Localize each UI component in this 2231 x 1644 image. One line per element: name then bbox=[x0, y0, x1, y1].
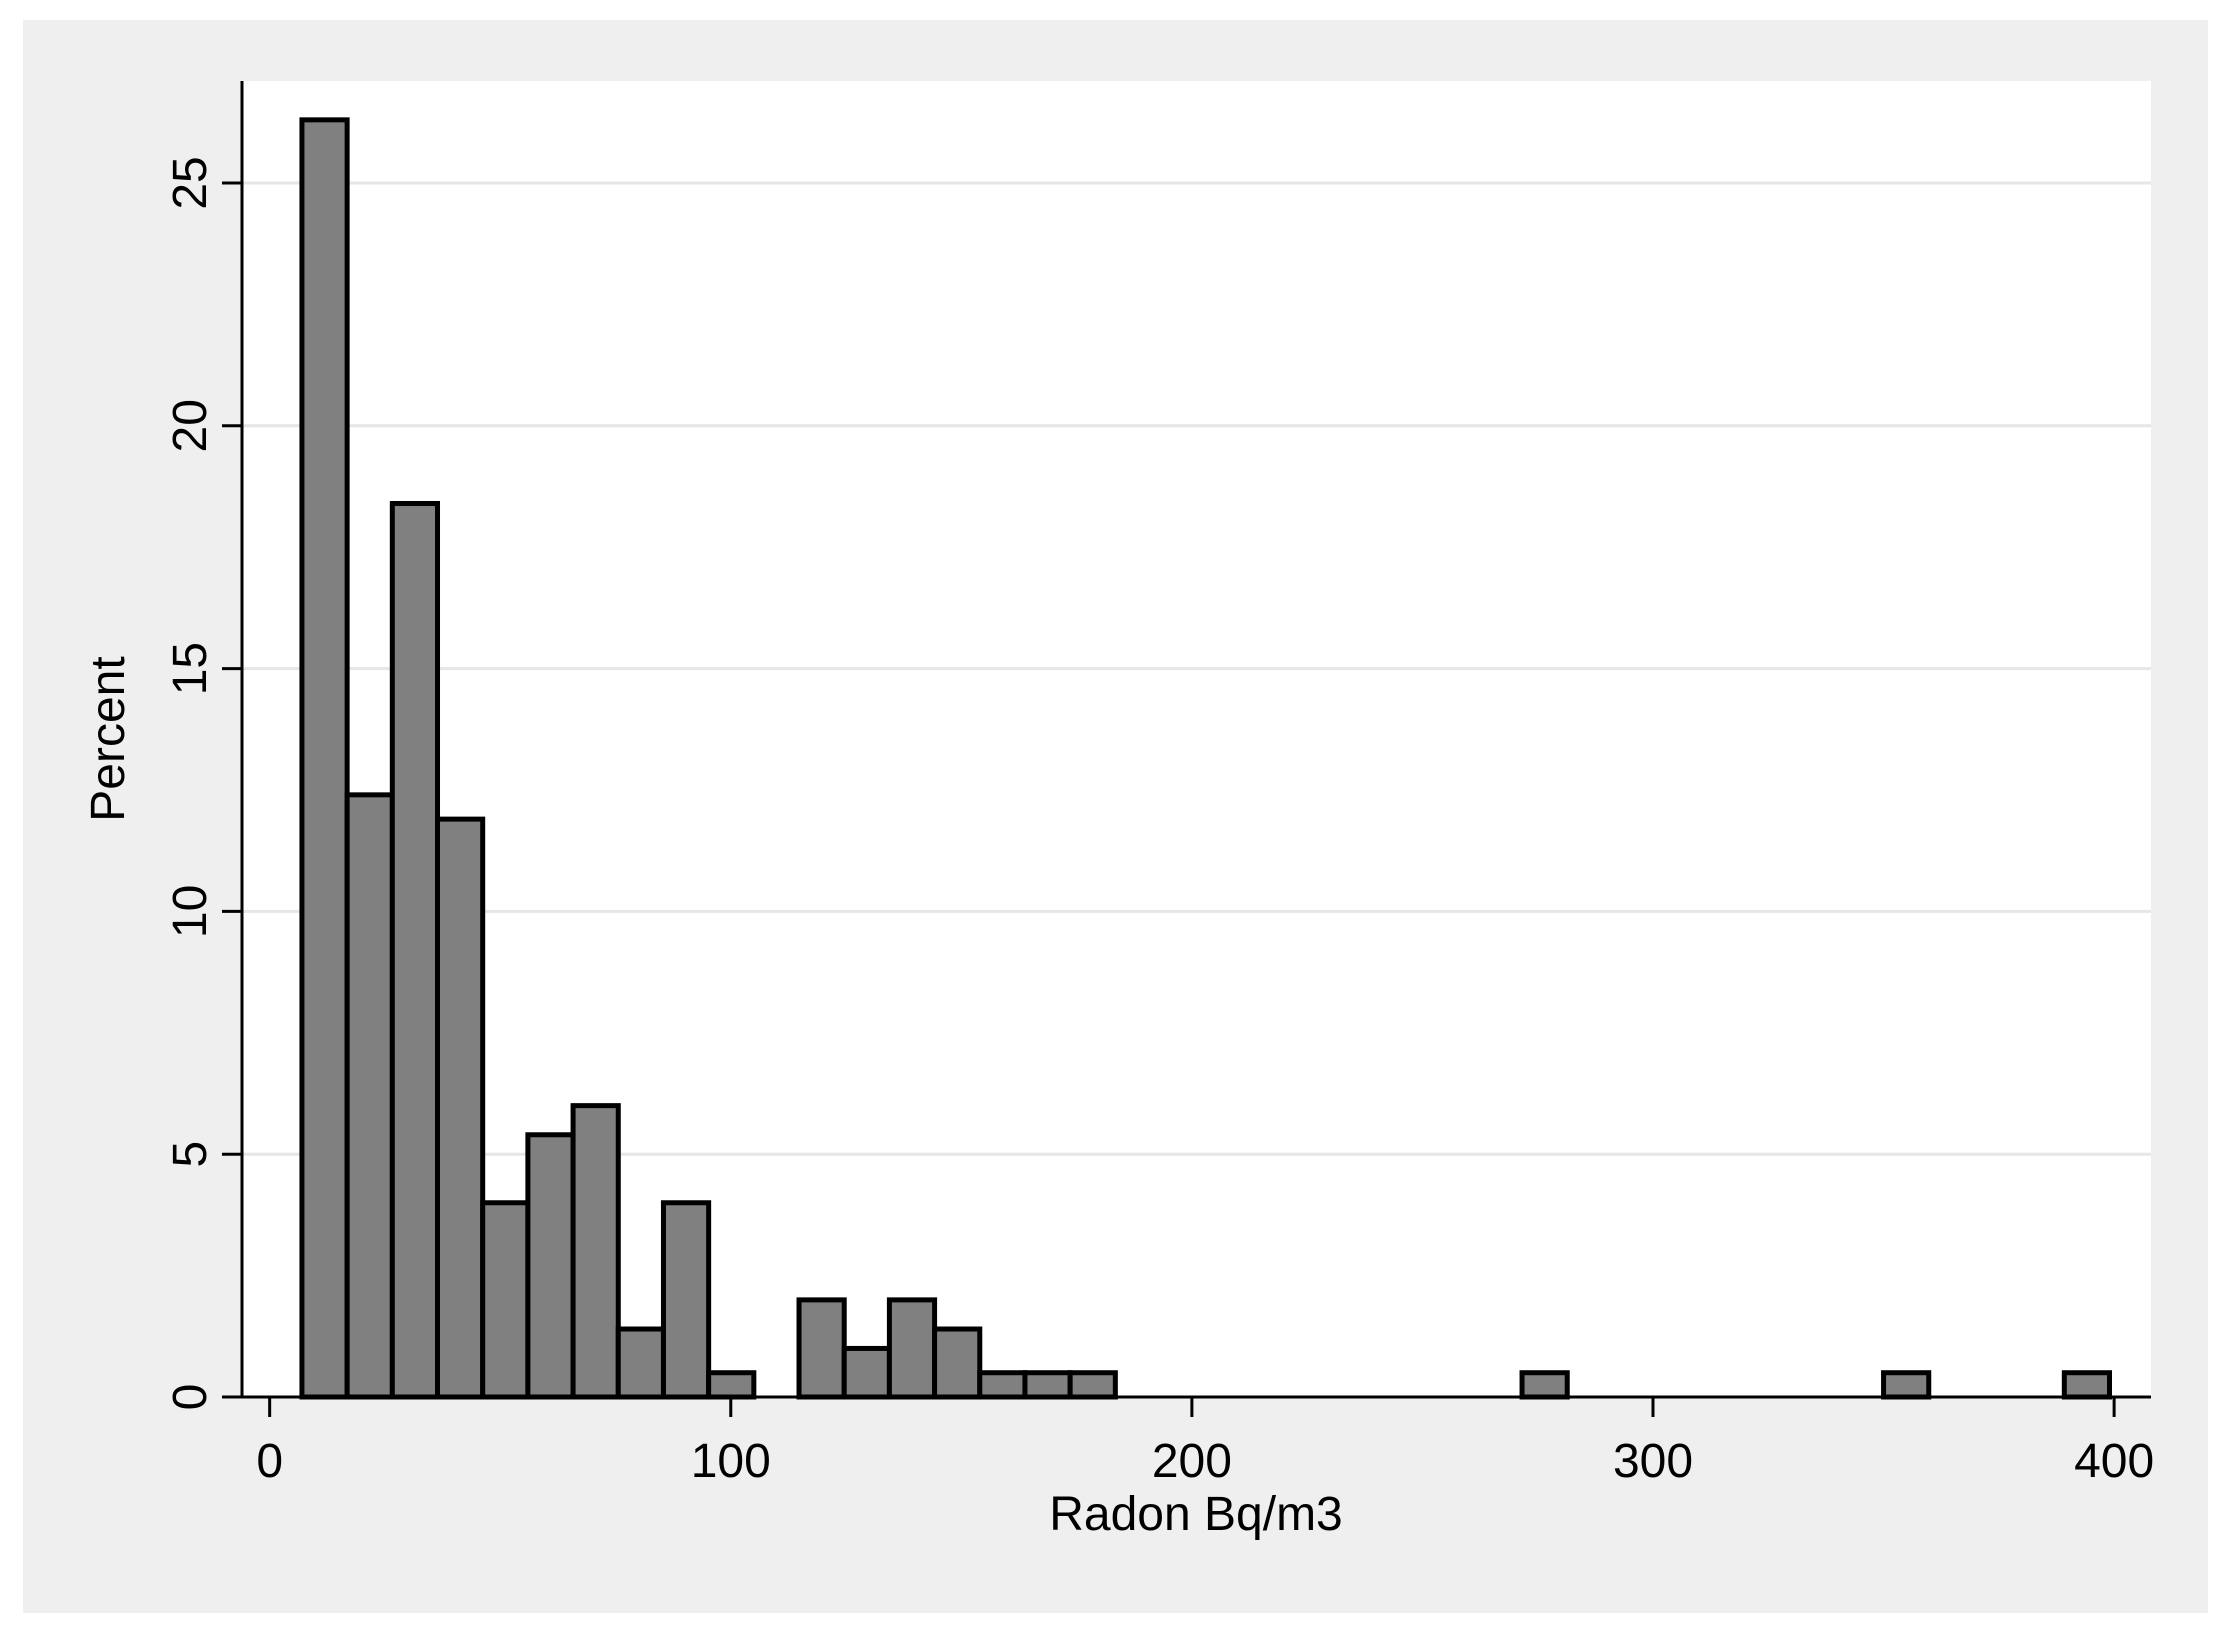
bar bbox=[435, 816, 486, 1400]
x-tick-label: 300 bbox=[1613, 1435, 1693, 1488]
y-tick-label: 25 bbox=[164, 156, 217, 209]
bar bbox=[299, 117, 350, 1400]
bar bbox=[1067, 1370, 1118, 1400]
bar bbox=[1022, 1370, 1073, 1400]
bar bbox=[344, 792, 395, 1400]
bar bbox=[389, 500, 441, 1400]
bar bbox=[977, 1370, 1028, 1400]
bar bbox=[615, 1326, 666, 1400]
bar bbox=[932, 1326, 983, 1400]
bar bbox=[1881, 1370, 1932, 1400]
bar bbox=[706, 1370, 757, 1400]
bar bbox=[525, 1132, 576, 1400]
bar bbox=[570, 1103, 621, 1400]
y-tick-label: 15 bbox=[164, 642, 217, 695]
bar bbox=[660, 1200, 712, 1400]
y-tick-label: 0 bbox=[164, 1384, 217, 1411]
x-tick-label: 0 bbox=[256, 1435, 283, 1488]
bar bbox=[1519, 1370, 1570, 1400]
y-tick-label: 20 bbox=[164, 399, 217, 452]
bar bbox=[841, 1345, 892, 1400]
x-tick-label: 400 bbox=[2074, 1435, 2154, 1488]
bar bbox=[886, 1297, 938, 1400]
x-tick-label: 200 bbox=[1152, 1435, 1232, 1488]
y-axis-label: Percent bbox=[82, 656, 135, 821]
x-axis-label: Radon Bq/m3 bbox=[1049, 1488, 1343, 1541]
y-tick-label: 10 bbox=[164, 885, 217, 938]
x-tick-label: 100 bbox=[691, 1435, 771, 1488]
bar bbox=[796, 1297, 847, 1400]
bar bbox=[2061, 1370, 2112, 1400]
y-tick-label: 5 bbox=[164, 1141, 217, 1168]
bar bbox=[480, 1200, 531, 1400]
